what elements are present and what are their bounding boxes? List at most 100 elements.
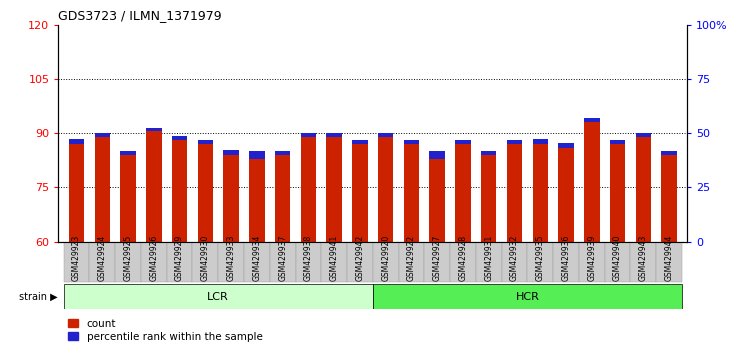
- Bar: [146, 128, 162, 131]
- Bar: [172, 141, 187, 242]
- Bar: [636, 132, 651, 137]
- Bar: [378, 137, 393, 242]
- Text: GSM429933: GSM429933: [227, 235, 235, 281]
- Bar: [327, 137, 342, 242]
- Bar: [584, 122, 599, 242]
- Bar: [373, 242, 398, 282]
- Text: GSM429925: GSM429925: [124, 235, 132, 281]
- Text: GSM429936: GSM429936: [561, 235, 571, 281]
- Text: GSM429926: GSM429926: [149, 235, 159, 281]
- Bar: [501, 242, 527, 282]
- Text: GSM429943: GSM429943: [639, 235, 648, 281]
- Bar: [69, 139, 84, 144]
- Bar: [584, 118, 599, 122]
- Bar: [94, 132, 110, 137]
- Bar: [507, 144, 522, 242]
- Text: LCR: LCR: [208, 292, 229, 302]
- Bar: [373, 284, 682, 309]
- Bar: [558, 143, 574, 148]
- Bar: [347, 242, 373, 282]
- Bar: [121, 150, 136, 155]
- Bar: [352, 140, 368, 144]
- Bar: [300, 132, 316, 137]
- Bar: [327, 132, 342, 137]
- Bar: [121, 155, 136, 242]
- Bar: [476, 242, 501, 282]
- Text: GSM429941: GSM429941: [330, 235, 338, 281]
- Text: GSM429935: GSM429935: [536, 235, 545, 281]
- Bar: [249, 159, 265, 242]
- Bar: [481, 155, 496, 242]
- Bar: [656, 242, 682, 282]
- Text: GSM429944: GSM429944: [664, 235, 673, 281]
- Bar: [533, 144, 548, 242]
- Bar: [507, 140, 522, 144]
- Bar: [192, 242, 219, 282]
- Bar: [579, 242, 605, 282]
- Text: GSM429924: GSM429924: [98, 235, 107, 281]
- Text: HCR: HCR: [515, 292, 539, 302]
- Bar: [450, 242, 476, 282]
- Bar: [172, 136, 187, 141]
- Bar: [64, 284, 373, 309]
- Bar: [249, 151, 265, 159]
- Bar: [94, 137, 110, 242]
- Bar: [115, 242, 141, 282]
- Bar: [295, 242, 322, 282]
- Bar: [275, 155, 290, 242]
- Bar: [197, 141, 213, 144]
- Text: GSM429923: GSM429923: [72, 235, 81, 281]
- Bar: [224, 149, 239, 155]
- Bar: [270, 242, 295, 282]
- Bar: [352, 144, 368, 242]
- Text: strain ▶: strain ▶: [19, 292, 58, 302]
- Bar: [430, 159, 445, 242]
- Bar: [662, 150, 677, 155]
- Bar: [69, 144, 84, 242]
- Bar: [141, 242, 167, 282]
- Bar: [89, 242, 115, 282]
- Text: GSM429928: GSM429928: [458, 235, 468, 281]
- Bar: [558, 148, 574, 242]
- Bar: [424, 242, 450, 282]
- Text: GSM429938: GSM429938: [304, 235, 313, 281]
- Text: GSM429920: GSM429920: [381, 235, 390, 281]
- Text: GSM429934: GSM429934: [252, 235, 262, 281]
- Bar: [430, 151, 445, 159]
- Bar: [481, 151, 496, 155]
- Bar: [553, 242, 579, 282]
- Text: GSM429932: GSM429932: [510, 235, 519, 281]
- Bar: [662, 155, 677, 242]
- Bar: [219, 242, 244, 282]
- Bar: [300, 137, 316, 242]
- Bar: [224, 155, 239, 242]
- Bar: [610, 144, 625, 242]
- Bar: [404, 144, 419, 242]
- Text: GSM429929: GSM429929: [175, 235, 184, 281]
- Bar: [167, 242, 192, 282]
- Bar: [322, 242, 347, 282]
- Bar: [605, 242, 630, 282]
- Text: GSM429931: GSM429931: [484, 235, 493, 281]
- Legend: count, percentile rank within the sample: count, percentile rank within the sample: [64, 315, 267, 346]
- Text: GSM429930: GSM429930: [201, 235, 210, 281]
- Bar: [636, 137, 651, 242]
- Bar: [64, 242, 89, 282]
- Bar: [610, 141, 625, 144]
- Text: GSM429927: GSM429927: [433, 235, 442, 281]
- Text: GSM429940: GSM429940: [613, 235, 622, 281]
- Bar: [404, 141, 419, 144]
- Bar: [455, 141, 471, 144]
- Text: GSM429922: GSM429922: [407, 235, 416, 281]
- Bar: [398, 242, 424, 282]
- Bar: [197, 144, 213, 242]
- Text: GSM429939: GSM429939: [587, 235, 596, 281]
- Bar: [527, 242, 553, 282]
- Bar: [275, 150, 290, 155]
- Text: GSM429942: GSM429942: [355, 235, 365, 281]
- Text: GDS3723 / ILMN_1371979: GDS3723 / ILMN_1371979: [58, 9, 222, 22]
- Text: GSM429937: GSM429937: [278, 235, 287, 281]
- Bar: [378, 132, 393, 137]
- Bar: [630, 242, 656, 282]
- Bar: [244, 242, 270, 282]
